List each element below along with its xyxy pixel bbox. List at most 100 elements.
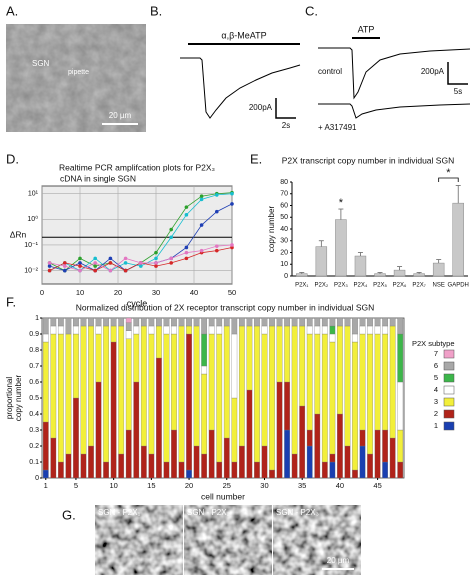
bar-segment <box>140 445 147 479</box>
plot-area <box>41 317 405 479</box>
bar-segment <box>95 317 102 327</box>
bar-segment <box>73 333 79 399</box>
y-tick-label: 0.5 <box>29 395 39 402</box>
bar-segment <box>88 325 94 447</box>
bar-segment <box>156 325 162 359</box>
scale-bar <box>447 62 468 85</box>
bar <box>413 273 425 277</box>
bar-segment <box>80 325 87 455</box>
bar-segment <box>397 333 404 383</box>
bar-segment <box>397 381 404 431</box>
x-tick-label: 30 <box>152 288 160 297</box>
x-tick-label: P2X₄ <box>354 283 368 289</box>
bar-segment <box>314 333 321 415</box>
micrograph <box>273 505 361 575</box>
data-point <box>199 197 204 202</box>
bar <box>452 202 464 277</box>
bar <box>374 273 386 277</box>
data-point <box>230 202 234 206</box>
bar-segment <box>148 453 155 479</box>
x-tick-label: P2X₇ <box>412 283 425 289</box>
y-tick-label: 0.8 <box>29 347 39 354</box>
bar-segment <box>57 333 64 463</box>
bar-segment <box>201 317 208 335</box>
y-tick-label: 10¹ <box>28 191 39 198</box>
bar-segment <box>50 437 57 479</box>
bar-segment <box>276 381 283 479</box>
data-point <box>184 256 189 261</box>
data-point <box>154 256 158 261</box>
data-point <box>78 264 82 268</box>
legend-label: 1 <box>434 421 438 430</box>
bar-segment <box>133 333 140 383</box>
bar-segment <box>88 445 94 479</box>
scale-bar <box>275 98 296 119</box>
bar-segment <box>193 445 200 479</box>
bar-segment <box>359 429 366 447</box>
bar-segment <box>42 341 49 423</box>
data-point <box>230 243 234 247</box>
data-point <box>169 235 173 240</box>
bar-segment <box>389 325 396 439</box>
bar-segment <box>397 317 404 335</box>
legend-swatch <box>443 409 455 419</box>
bar-segment <box>118 325 125 455</box>
bar-segment <box>201 365 208 375</box>
x-tick-label: 15 <box>147 481 155 490</box>
bar-segment <box>254 317 260 327</box>
data-point <box>108 256 113 261</box>
bar-segment <box>50 333 57 439</box>
x-tick-label: 45 <box>373 481 381 490</box>
chart-title: Normalized distribution of 2X receptor t… <box>76 302 375 312</box>
bar-segment <box>344 325 351 447</box>
y-tick-label: 10⁻² <box>24 267 38 274</box>
bar-segment <box>95 381 102 479</box>
bar-segment <box>284 317 290 327</box>
data-point <box>108 268 113 273</box>
panel-label: B. <box>150 3 162 18</box>
micrograph <box>184 505 272 575</box>
scale-bar-label: 20 µm <box>109 111 132 120</box>
y-tick-label: 50 <box>280 214 288 221</box>
bar-segment <box>186 317 192 327</box>
bar-segment <box>201 453 208 479</box>
bar <box>393 269 406 277</box>
bar-segment <box>306 429 313 447</box>
bar-segment <box>246 317 253 327</box>
bar-segment <box>42 469 49 479</box>
bar-segment <box>171 317 177 327</box>
legend-swatch <box>443 373 455 383</box>
bar-segment <box>163 333 170 463</box>
legend-title: P2X subtype <box>412 339 455 348</box>
bar-segment <box>178 461 185 479</box>
bar-segment <box>193 325 200 447</box>
y-tick-label: 10⁰ <box>27 215 38 223</box>
bar-segment <box>80 317 87 327</box>
bar-segment <box>110 341 117 479</box>
bar-segment <box>352 469 358 479</box>
bar-segment <box>367 453 373 479</box>
y-axis-label: proportional <box>5 377 14 419</box>
bar-segment <box>186 325 192 335</box>
bar-segment <box>329 453 336 463</box>
significance-bracket <box>438 177 459 182</box>
legend-label: 2 <box>434 409 438 418</box>
data-point <box>78 256 82 261</box>
bar-segment <box>321 325 328 335</box>
x-tick-label: P2X₁ <box>295 283 308 289</box>
panel-label: A. <box>6 3 18 18</box>
bar-segment <box>186 333 192 471</box>
bar-segment <box>306 333 313 431</box>
bar-segment <box>238 445 245 479</box>
bar-segment <box>73 325 79 335</box>
y-axis-label: ΔRn <box>10 229 27 239</box>
bar-segment <box>125 322 132 331</box>
bar-segment <box>306 317 313 327</box>
bar-segment <box>352 333 358 343</box>
bar-segment <box>246 389 253 479</box>
bar-segment <box>291 325 298 455</box>
bar-segment <box>382 429 389 463</box>
bar-segment <box>133 317 140 327</box>
bar-segment <box>344 317 351 327</box>
bar-segment <box>163 317 170 327</box>
